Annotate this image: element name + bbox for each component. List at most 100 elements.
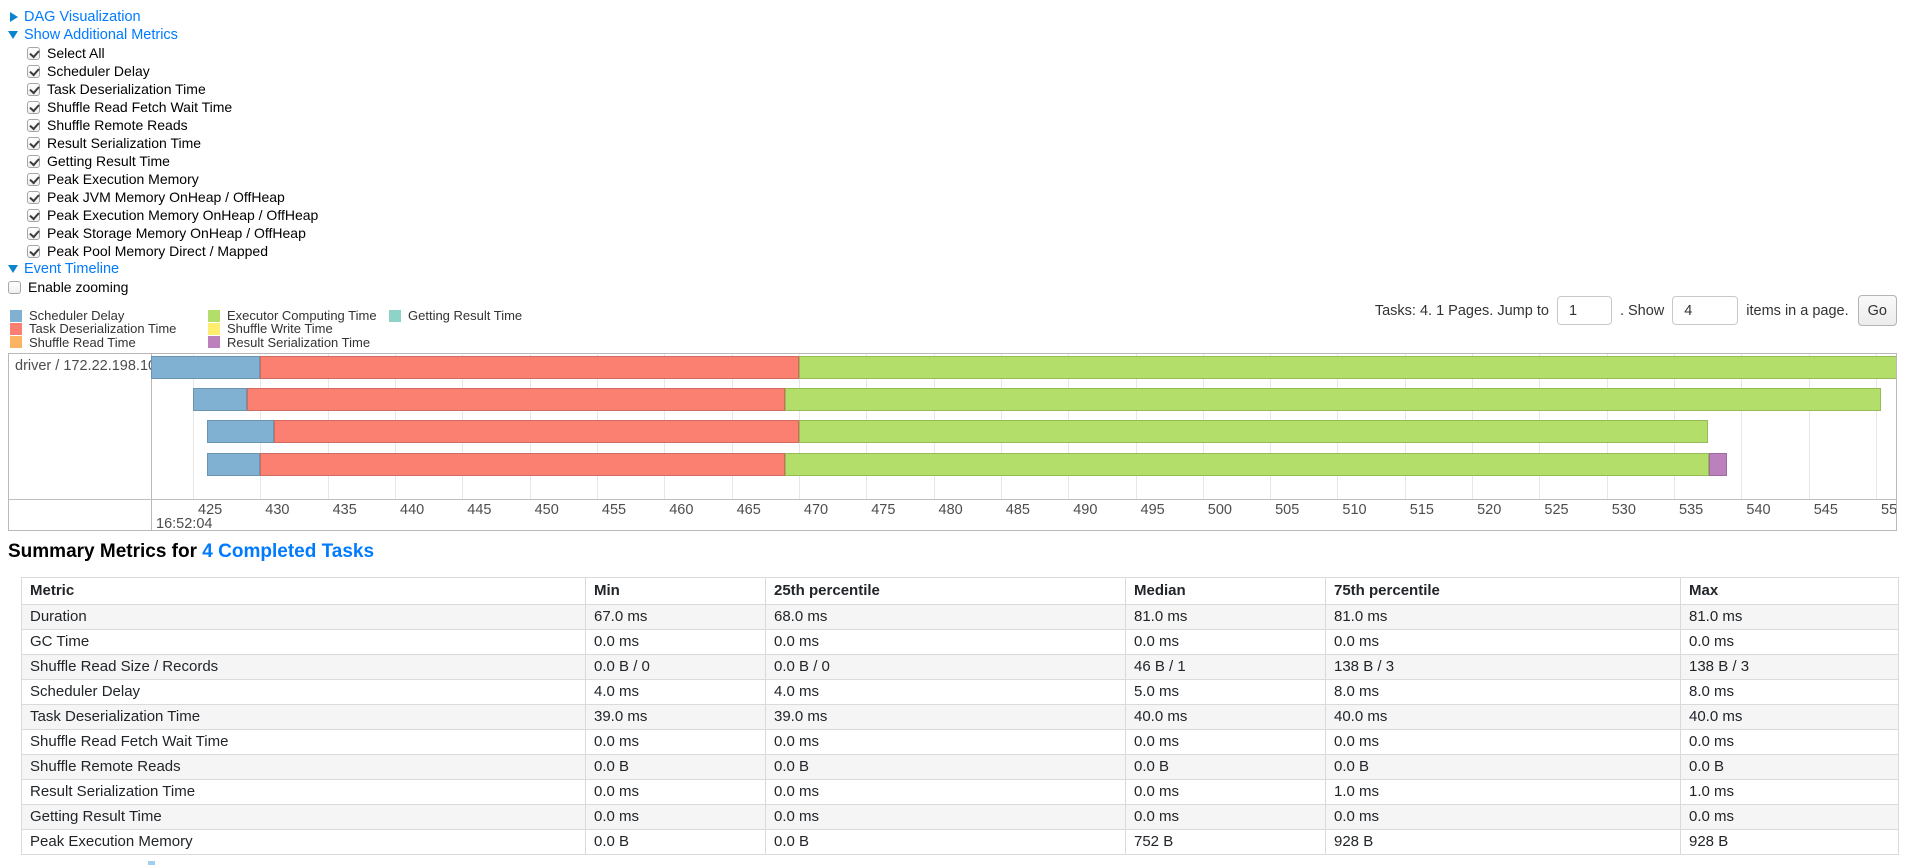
event-timeline-panel: driver / 172.22.198.104 16:52:04 425 430 4… <box>8 353 1897 531</box>
metric-checkbox[interactable] <box>27 208 40 222</box>
summary-metric-value: 0.0 ms <box>585 729 766 755</box>
go-button[interactable]: Go <box>1857 295 1897 326</box>
enable-zooming-row: Enable zooming <box>8 278 318 296</box>
metric-checkbox[interactable] <box>27 226 40 240</box>
toggle-show-additional-metrics[interactable]: Show Additional Metrics <box>8 26 318 44</box>
jump-to-page-input[interactable] <box>1556 296 1612 325</box>
timeline-tick-label: 455 <box>601 502 627 518</box>
summary-metric-value: 0.0 B <box>765 829 1126 855</box>
timeline-tick-label: 445 <box>467 502 492 518</box>
metric-checkbox[interactable] <box>27 82 40 96</box>
task_deserialization-bar[interactable] <box>260 453 786 476</box>
legend-label: Shuffle Read Time <box>29 334 136 350</box>
timeline-tick-label: 475 <box>871 502 896 518</box>
executor_computing-bar[interactable] <box>798 420 1708 443</box>
chevron-right-icon <box>10 12 18 22</box>
collapsible-sections: DAG Visualization Show Additional Metric… <box>8 8 318 296</box>
metric-checkbox-label: Shuffle Remote Reads <box>47 117 188 133</box>
metric-checkbox[interactable] <box>27 244 40 258</box>
toggle-dag-visualization[interactable]: DAG Visualization <box>8 8 318 26</box>
summary-metric-value: 0.0 ms <box>585 629 766 655</box>
metric-checkbox[interactable] <box>27 100 40 114</box>
enable-zooming-label: Enable zooming <box>28 279 129 295</box>
executor_computing-bar[interactable] <box>785 453 1709 476</box>
scheduler_delay-bar[interactable] <box>193 388 247 411</box>
summary-metric-value: 0.0 ms <box>765 804 1126 830</box>
metric-checkbox[interactable] <box>27 190 40 204</box>
task_deserialization-legend-swatch <box>10 322 22 335</box>
metric-checkbox[interactable] <box>27 64 40 78</box>
summary-table-row: Shuffle Read Fetch Wait Time 0.0 ms 0.0 ms… <box>21 729 1899 755</box>
task_deserialization-bar[interactable] <box>246 388 786 411</box>
timeline-tick-label: 535 <box>1679 502 1704 518</box>
metric-checkbox-label: Select All <box>47 45 105 61</box>
timeline-tick-label: 545 <box>1813 502 1838 518</box>
summary-metric-value: 40.0 ms <box>1680 704 1899 730</box>
scheduler_delay-bar[interactable] <box>206 420 274 443</box>
metric-checkbox-row: Peak Execution Memory OnHeap / OffHeap <box>27 206 318 224</box>
dag-visualization-link[interactable]: DAG Visualization <box>24 9 141 25</box>
show-additional-metrics-link[interactable]: Show Additional Metrics <box>24 27 178 43</box>
timeline-tick-label: 550 <box>1881 502 1897 518</box>
metric-checkbox[interactable] <box>27 46 40 60</box>
timeline-tick-label: 435 <box>332 502 357 518</box>
metric-checkbox-row: Peak Pool Memory Direct / Mapped <box>27 242 318 260</box>
timeline-tick-label: 465 <box>736 502 761 518</box>
timeline-axis-separator <box>9 499 1896 500</box>
metric-checkbox[interactable] <box>27 154 40 168</box>
metric-checkbox[interactable] <box>27 136 40 150</box>
timeline-gridline <box>1876 354 1877 499</box>
summary-metrics-title: Summary Metrics for 4 Completed Tasks <box>8 541 374 563</box>
legend-label: Getting Result Time <box>408 308 523 323</box>
summary-table-row: Getting Result Time 0.0 ms 0.0 ms 0.0 ms 0.0… <box>21 804 1899 830</box>
summary-metric-name: GC Time <box>21 629 586 655</box>
timeline-tick-label: 540 <box>1746 502 1771 518</box>
summary-metric-name: Getting Result Time <box>21 804 586 830</box>
summary-metric-name: Shuffle Read Size / Records <box>21 654 586 680</box>
shuffle_write-legend-swatch <box>208 322 220 335</box>
task_deserialization-bar[interactable] <box>273 420 799 443</box>
toggle-event-timeline[interactable]: Event Timeline <box>8 260 318 278</box>
summary-metric-value: 0.0 B <box>1125 754 1326 780</box>
summary-col-header: 25th percentile <box>765 577 1126 605</box>
metric-checkbox-row: Peak Storage Memory OnHeap / OffHeap <box>27 224 318 242</box>
event-timeline-link[interactable]: Event Timeline <box>24 261 120 277</box>
legend-label: Task Deserialization Time <box>29 321 177 336</box>
metric-checkbox[interactable] <box>27 172 40 186</box>
task_deserialization-bar[interactable] <box>260 356 799 379</box>
timeline-tick-label: 430 <box>265 502 290 518</box>
timeline-gridline <box>1808 354 1810 499</box>
timeline-tick-label: 510 <box>1342 502 1367 518</box>
metric-checkbox-label: Scheduler Delay <box>47 63 150 79</box>
metric-checkbox[interactable] <box>27 118 40 132</box>
metric-checkbox-row: Shuffle Remote Reads <box>27 116 318 134</box>
summary-metric-name: Task Deserialization Time <box>21 704 586 730</box>
executor_computing-bar[interactable] <box>785 388 1882 411</box>
summary-metric-value: 0.0 ms <box>765 729 1126 755</box>
summary-metric-value: 0.0 B / 0 <box>765 654 1126 680</box>
metric-checkbox-row: Scheduler Delay <box>27 62 318 80</box>
timeline-tick-label: 440 <box>400 502 425 518</box>
summary-metric-value: 39.0 ms <box>585 704 766 730</box>
task-pagination: Tasks: 4. 1 Pages. Jump to . Show items … <box>1375 294 1897 327</box>
summary-table-row: Shuffle Read Size / Records 0.0 B / 0 0.0 … <box>21 654 1899 680</box>
enable-zooming-checkbox[interactable] <box>8 280 21 294</box>
scheduler_delay-bar[interactable] <box>151 356 261 379</box>
summary-table-row: Result Serialization Time 0.0 ms 0.0 ms 0.0… <box>21 779 1899 805</box>
metric-checkbox-label: Peak Execution Memory <box>47 171 199 187</box>
metric-checkbox-row: Peak JVM Memory OnHeap / OffHeap <box>27 188 318 206</box>
summary-metric-value: 81.0 ms <box>1125 604 1326 630</box>
completed-tasks-link[interactable]: 4 Completed Tasks <box>202 541 375 562</box>
summary-metric-name: Duration <box>21 604 586 630</box>
items-per-page-input[interactable] <box>1672 296 1739 325</box>
metric-checkbox-row: Shuffle Read Fetch Wait Time <box>27 98 318 116</box>
summary-metric-value: 0.0 B <box>1680 754 1899 780</box>
cut-off-next-section <box>148 861 155 865</box>
summary-metric-value: 0.0 B <box>1325 754 1681 780</box>
legend-item: Getting Result Time <box>389 308 523 323</box>
executor_computing-bar[interactable] <box>798 356 1896 379</box>
scheduler_delay-bar[interactable] <box>206 453 261 476</box>
summary-metric-value: 138 B / 3 <box>1680 654 1899 680</box>
result_serialization-bar[interactable] <box>1709 453 1727 476</box>
legend-item: Executor Computing Time <box>208 308 377 323</box>
